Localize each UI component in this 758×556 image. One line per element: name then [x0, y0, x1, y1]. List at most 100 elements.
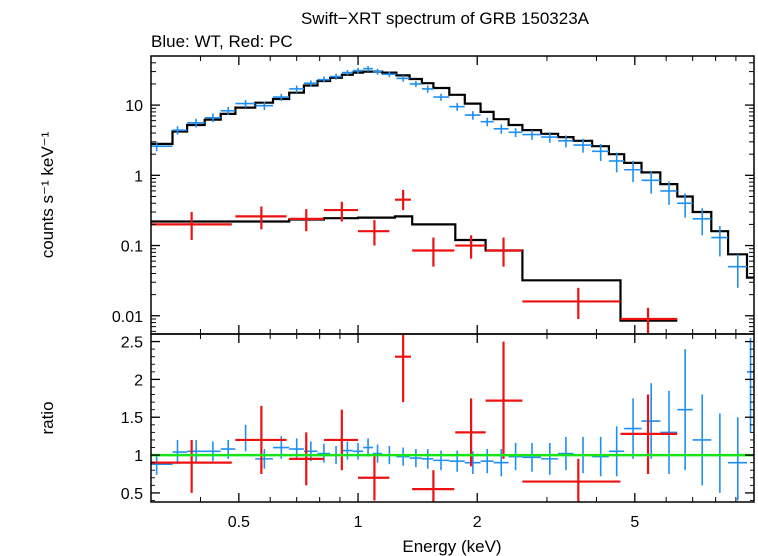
- ratio-point-wt-20: [433, 450, 450, 471]
- top-point-pc-6: [412, 237, 455, 267]
- top-point-wt-10: [317, 76, 331, 83]
- chart-subtitle: Blue: WT, Red: PC: [151, 32, 293, 51]
- bottom-data-points: [151, 334, 754, 502]
- ratio-y-tick-label: 1.5: [121, 410, 143, 427]
- ratio-point-wt-19: [421, 449, 434, 469]
- bottom-panel: 0.5 1 1.5 2 2.5 0.5 1 2 5 ratio Energy (keV): [38, 333, 755, 556]
- ratio-point-wt-36: [692, 394, 712, 486]
- top-point-wt-18: [409, 81, 422, 88]
- ratio-point-pc-8: [485, 341, 523, 459]
- top-point-wt-13: [352, 67, 364, 74]
- top-point-wt-29: [573, 138, 593, 153]
- top-point-wt-6: [255, 101, 274, 111]
- top-y-tick-label: 0.01: [112, 309, 143, 326]
- ratio-point-wt-21: [449, 450, 465, 472]
- ratio-point-wt-13: [352, 442, 364, 460]
- ratio-y-tick-label: 1: [134, 448, 143, 465]
- top-point-wt-5: [235, 100, 256, 108]
- top-point-wt-19: [421, 85, 434, 93]
- ratio-point-pc-6: [412, 470, 455, 502]
- top-point-pc-3: [323, 201, 359, 222]
- top-point-pc-5: [395, 189, 411, 211]
- top-point-wt-7: [273, 93, 290, 101]
- top-point-wt-30: [592, 143, 609, 161]
- ratio-point-wt-23: [480, 449, 494, 474]
- top-point-wt-35: [677, 193, 693, 218]
- top-point-pc-0: [151, 212, 232, 240]
- top-y-axis-label: counts s⁻¹ keV⁻¹: [38, 131, 57, 258]
- top-point-wt-14: [363, 66, 373, 72]
- ratio-point-wt-14: [363, 438, 373, 457]
- ratio-point-pc-3: [323, 409, 359, 471]
- ratio-point-pc-0: [151, 439, 232, 493]
- top-point-wt-9: [303, 80, 318, 87]
- ratio-point-wt-2: [187, 439, 205, 463]
- top-point-wt-23: [480, 117, 494, 127]
- top-point-pc-4: [358, 220, 390, 246]
- chart-title: Swift−XRT spectrum of GRB 150323A: [301, 9, 590, 28]
- bottom-y-axis-label: ratio: [38, 401, 57, 434]
- ratio-y-tick-label: 2: [134, 372, 143, 389]
- top-point-wt-15: [372, 68, 383, 75]
- top-point-wt-31: [608, 152, 625, 173]
- ratio-point-wt-0: [151, 455, 173, 475]
- ratio-point-pc-1: [235, 405, 287, 474]
- ratio-point-wt-34: [660, 390, 678, 474]
- x-tick-label: 1: [354, 514, 363, 531]
- bottom-axis-ticks: 0.5 1 1.5 2 2.5 0.5 1 2 5: [121, 334, 754, 531]
- top-point-pc-10: [620, 307, 678, 334]
- top-point-wt-11: [330, 73, 342, 80]
- top-point-wt-16: [382, 71, 397, 78]
- model-step-line-1: [151, 215, 678, 322]
- top-point-wt-24: [493, 124, 509, 134]
- x-tick-label: 2: [473, 514, 482, 531]
- ratio-point-wt-35: [677, 349, 693, 471]
- top-point-wt-12: [341, 70, 353, 76]
- ratio-point-wt-1: [172, 439, 188, 465]
- ratio-point-wt-33: [641, 383, 661, 459]
- top-point-wt-4: [220, 106, 236, 116]
- top-point-wt-28: [558, 135, 574, 148]
- top-point-wt-0: [151, 141, 173, 152]
- ratio-point-wt-37: [711, 413, 729, 493]
- top-point-pc-2: [289, 209, 324, 232]
- top-point-wt-36: [692, 208, 712, 236]
- top-point-pc-8: [485, 237, 523, 267]
- ratio-point-wt-3: [204, 441, 221, 462]
- top-panel: 0.01 0.1 1 10 counts s⁻¹ keV⁻¹: [38, 55, 755, 335]
- ratio-point-wt-26: [522, 442, 542, 472]
- top-point-wt-20: [433, 93, 450, 101]
- top-plot-frame: [150, 55, 755, 335]
- top-point-wt-26: [522, 130, 542, 140]
- x-axis-label: Energy (keV): [402, 537, 501, 556]
- ratio-point-wt-12: [341, 441, 353, 460]
- ratio-point-wt-24: [493, 449, 509, 477]
- top-point-wt-21: [449, 103, 465, 111]
- top-point-wt-27: [541, 132, 559, 143]
- top-model-lines: [151, 70, 754, 322]
- top-point-pc-7: [455, 235, 486, 259]
- ratio-y-tick-label: 2.5: [121, 335, 143, 352]
- top-point-wt-3: [204, 113, 221, 123]
- top-point-wt-17: [396, 75, 410, 82]
- model-step-line-0: [151, 70, 754, 279]
- top-point-wt-25: [508, 128, 523, 138]
- top-point-wt-8: [289, 85, 304, 93]
- top-point-wt-32: [624, 160, 642, 183]
- ratio-point-wt-28: [558, 436, 574, 471]
- ratio-point-wt-38: [728, 417, 747, 501]
- top-point-wt-34: [660, 181, 678, 205]
- top-data-points: [151, 66, 747, 334]
- top-point-pc-9: [522, 287, 621, 319]
- ratio-point-wt-31: [608, 426, 625, 477]
- top-point-wt-38: [728, 254, 747, 288]
- top-point-wt-37: [711, 225, 729, 257]
- top-axis-ticks: 0.01 0.1 1 10: [112, 56, 754, 334]
- top-point-wt-2: [187, 118, 205, 128]
- ratio-point-wt-30: [592, 436, 609, 477]
- ratio-point-wt-32: [624, 398, 642, 459]
- x-tick-label: 5: [630, 514, 639, 531]
- ratio-point-wt-27: [541, 442, 559, 475]
- ratio-point-wt-25: [508, 442, 523, 471]
